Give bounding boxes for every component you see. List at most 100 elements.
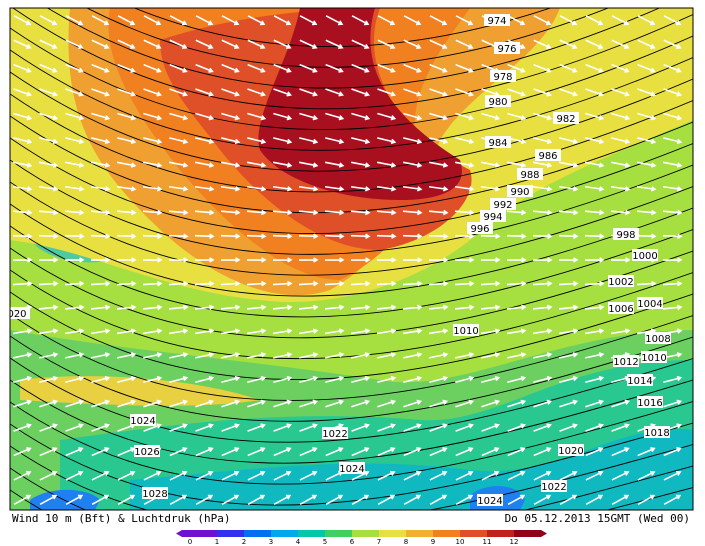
wind-arrow xyxy=(220,304,241,311)
wind-arrow xyxy=(169,15,188,26)
wind-arrow xyxy=(38,185,59,192)
isobar xyxy=(10,225,693,318)
wind-arrow xyxy=(247,63,266,73)
wind-arrow xyxy=(377,375,397,384)
isobar-label-bg xyxy=(613,228,639,240)
isobar-label-bg xyxy=(608,275,634,287)
wind-arrow xyxy=(194,328,215,335)
wind-arrow xyxy=(273,88,292,97)
wind-arrow xyxy=(65,88,84,97)
wind-arrow xyxy=(377,15,396,26)
isobar-label: 1004 xyxy=(637,299,662,310)
wind-arrow xyxy=(65,112,85,121)
wind-arrow xyxy=(584,328,605,335)
wind-arrow xyxy=(533,63,552,73)
wind-arrow xyxy=(533,375,553,384)
wind-arrow xyxy=(663,399,683,408)
wind-arrow xyxy=(403,88,422,97)
wind-arrow xyxy=(428,304,449,311)
wind-arrow xyxy=(116,185,137,192)
wind-arrow xyxy=(351,352,371,359)
isobar-label: 974 xyxy=(487,16,506,27)
wind-arrow xyxy=(584,280,605,287)
wind-arrow xyxy=(558,257,579,263)
wind-arrow xyxy=(246,233,267,239)
wind-arrow xyxy=(299,447,318,457)
colorbar-cell xyxy=(406,530,433,537)
wind-arrow xyxy=(272,257,293,263)
wind-arrow xyxy=(455,88,474,97)
wind-arrow xyxy=(247,375,267,384)
wind-arrow xyxy=(402,209,423,216)
isobar-label-bg xyxy=(134,445,160,457)
isobar xyxy=(10,71,693,172)
wind-arrow xyxy=(455,447,474,457)
wind-arrow xyxy=(91,161,111,168)
wind-arrow xyxy=(611,423,630,432)
isobar-label: 1020 xyxy=(558,446,583,457)
wind-arrow xyxy=(350,280,371,287)
wind-arrow xyxy=(454,280,475,287)
wind-arrow xyxy=(533,88,552,97)
wind-arrow xyxy=(299,352,319,359)
wind-arrow xyxy=(429,161,449,168)
wind-arrow xyxy=(507,63,526,73)
wind-arrow xyxy=(12,185,33,192)
wind-arrow xyxy=(585,399,605,408)
wind-arrow xyxy=(142,233,163,239)
wind-arrow xyxy=(351,63,370,73)
wind-arrow xyxy=(221,470,240,481)
wind-arrow xyxy=(324,280,345,287)
wind-arrow xyxy=(532,328,553,335)
wind-arrow xyxy=(194,280,215,287)
wind-arrow xyxy=(13,399,33,408)
wind-arrow xyxy=(220,209,241,216)
wind-arrow xyxy=(585,423,604,432)
wind-arrow xyxy=(116,257,137,263)
wind-arrow xyxy=(91,15,110,26)
isobar-label: 996 xyxy=(470,224,489,235)
isobar-label-bg xyxy=(484,14,510,26)
wind-arrow xyxy=(143,63,162,73)
wind-arrow xyxy=(324,304,345,311)
wind-arrow xyxy=(246,280,267,287)
wind-arrow xyxy=(507,423,526,432)
wind-arrow xyxy=(143,399,163,408)
isobar-label: 992 xyxy=(493,200,512,211)
wind-arrow xyxy=(506,233,527,239)
isobar-label: 994 xyxy=(483,212,502,223)
wind-arrow xyxy=(507,352,527,359)
wind-arrow xyxy=(39,112,59,121)
wind-arrow xyxy=(39,15,58,26)
wind-arrow xyxy=(610,185,631,192)
wind-arrow xyxy=(298,209,319,216)
wind-arrow xyxy=(246,185,267,192)
wind-arrow xyxy=(195,470,214,481)
wind-arrow xyxy=(38,304,59,311)
wind-arrow xyxy=(428,328,449,335)
wind-arrow xyxy=(455,39,474,50)
wind-arrow xyxy=(273,352,293,359)
wind-arrow xyxy=(169,137,189,145)
wind-arrow xyxy=(506,328,527,335)
wind-arrow xyxy=(481,423,500,432)
wind-arrow xyxy=(377,137,397,145)
wind-arrow xyxy=(246,257,267,263)
isobar-label: 1012 xyxy=(613,357,638,368)
wind-arrow xyxy=(299,88,318,97)
wind-arrow xyxy=(559,423,578,432)
wind-arrow xyxy=(455,112,475,121)
wind-arrow xyxy=(299,63,318,73)
wind-arrow xyxy=(324,233,345,239)
wind-arrow xyxy=(91,352,111,359)
wind-arrow xyxy=(13,15,32,26)
wind-arrow xyxy=(376,304,397,311)
wind-arrow xyxy=(13,494,32,506)
wind-arrow xyxy=(221,39,240,50)
wind-arrow xyxy=(376,280,397,287)
wind-arrow xyxy=(117,88,136,97)
wind-arrow xyxy=(221,447,240,457)
wind-arrow xyxy=(169,352,189,359)
wind-arrow xyxy=(169,470,188,481)
